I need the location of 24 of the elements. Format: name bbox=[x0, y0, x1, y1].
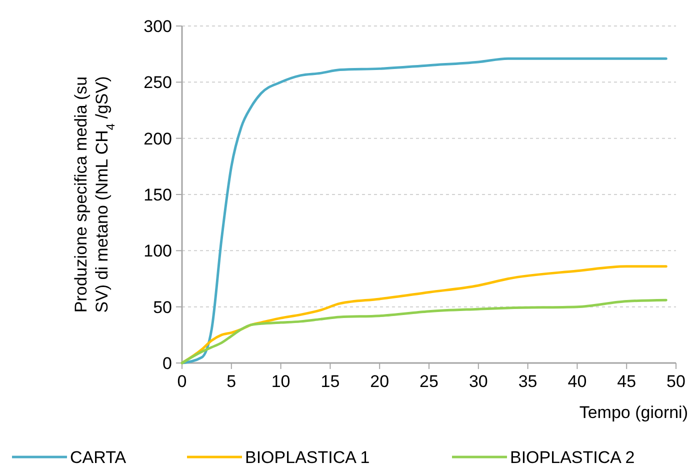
x-tick-label: 10 bbox=[271, 372, 290, 391]
line-series bbox=[180, 298, 668, 364]
y-tick-label: 150 bbox=[144, 185, 172, 204]
y-tick-label: 200 bbox=[144, 129, 172, 148]
x-tick-label: 0 bbox=[177, 372, 187, 391]
y-tick-label: 250 bbox=[144, 73, 172, 92]
x-tick-label: 25 bbox=[420, 372, 438, 391]
y-tick-label: 100 bbox=[144, 242, 172, 261]
y-tick-label: 50 bbox=[153, 298, 172, 317]
x-tick-label: 30 bbox=[468, 372, 488, 391]
x-tick-label: 35 bbox=[518, 372, 538, 391]
legend-label: BIOPLASTICA 2 bbox=[510, 448, 635, 467]
legend-label: BIOPLASTICA 1 bbox=[245, 448, 370, 467]
x-axis-title: Tempo (giorni) bbox=[579, 403, 688, 422]
x-tick-label: 50 bbox=[666, 372, 686, 391]
line-series bbox=[180, 57, 668, 364]
x-tick-label: 15 bbox=[320, 372, 340, 391]
x-tick-label: 20 bbox=[370, 372, 390, 391]
x-tick-label: 45 bbox=[617, 372, 636, 391]
y-tick-label: 0 bbox=[162, 354, 172, 373]
legend-label: CARTA bbox=[70, 448, 127, 467]
x-tick-label: 5 bbox=[226, 372, 236, 391]
y-tick-label: 300 bbox=[144, 16, 172, 36]
x-tick-label: 40 bbox=[568, 372, 587, 391]
